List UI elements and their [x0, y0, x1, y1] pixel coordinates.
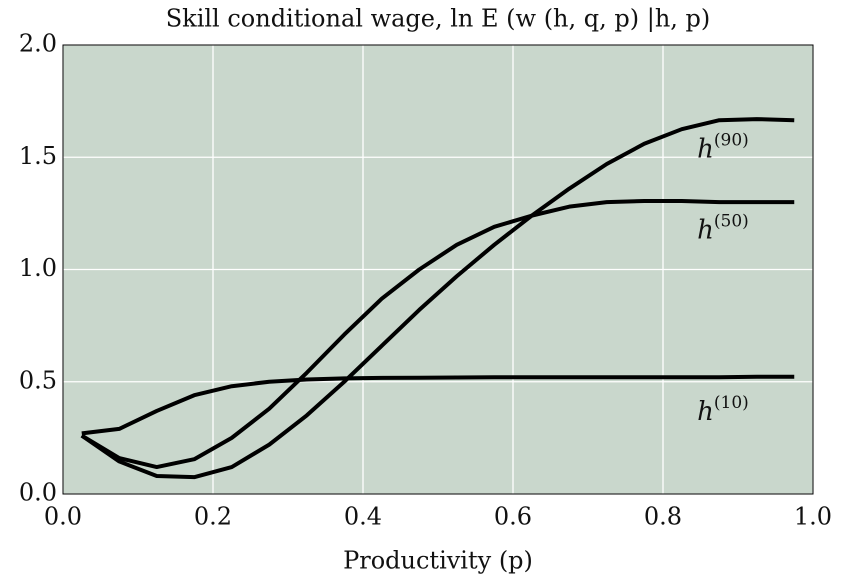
y-tick-label: 1.0 — [19, 254, 57, 282]
x-tick-label: 0.4 — [344, 503, 382, 531]
series-label-superscript: (50) — [714, 211, 749, 231]
series-label: h(90) — [697, 130, 749, 165]
y-tick-label: 0.0 — [19, 479, 57, 507]
series-label: h(50) — [697, 211, 749, 246]
line-series — [80, 199, 795, 470]
line-series — [80, 117, 795, 480]
series-label-base: h — [697, 135, 714, 165]
chart-title: Skill conditional wage, ln E (w (h, q, p… — [166, 5, 711, 34]
y-tick-label: 2.0 — [19, 30, 57, 58]
x-tick-label: 0.2 — [194, 503, 232, 531]
line-series — [81, 374, 795, 436]
x-tick-label: 0.0 — [44, 503, 82, 531]
x-tick-label: 0.8 — [644, 503, 682, 531]
x-tick-label: 0.6 — [494, 503, 532, 531]
series-label-base: h — [697, 397, 714, 427]
x-axis-label: Productivity (p) — [343, 547, 533, 575]
series-label: h(10) — [697, 393, 749, 428]
y-tick-label: 0.5 — [19, 366, 57, 394]
y-tick-label: 1.5 — [19, 142, 57, 170]
x-tick-label: 1.0 — [794, 503, 832, 531]
plot-frame — [62, 44, 814, 495]
series-label-superscript: (90) — [714, 130, 749, 150]
series-label-superscript: (10) — [714, 393, 749, 413]
series-label-base: h — [697, 215, 714, 245]
